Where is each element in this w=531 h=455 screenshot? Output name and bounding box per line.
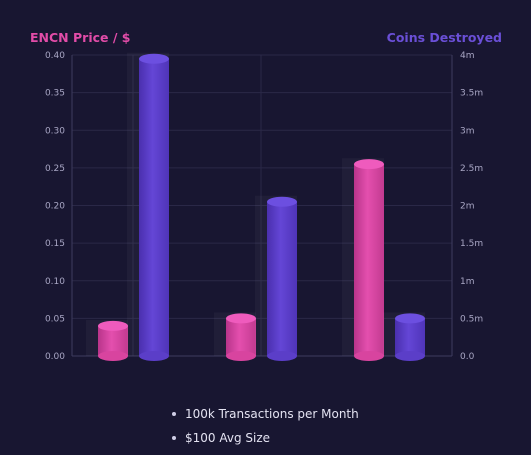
bar [139,53,169,361]
bullet-icon [172,436,176,440]
bar-base [139,351,169,361]
bar-body [395,318,425,356]
right-tick-label: 2.5m [460,164,483,174]
bar [395,313,425,361]
bar-base [267,351,297,361]
left-tick-label: 0.00 [45,352,65,362]
bullet-icon [172,412,176,416]
bar-cap [395,313,425,324]
left-tick-label: 0.05 [45,314,65,324]
notes-list: 100k Transactions per Month $100 Avg Siz… [172,402,359,450]
bar-cap [267,196,297,207]
bar-cap [98,320,128,331]
left-tick-label: 0.25 [45,164,65,174]
left-tick-label: 0.20 [45,202,65,212]
bar-cap [226,313,256,324]
right-tick-label: 3m [460,126,475,136]
bar-base [354,351,384,361]
right-tick-label: 3.5m [460,89,483,99]
left-tick-label: 0.15 [45,239,65,249]
bar-cap [139,53,169,64]
axes: 0.00 0.0 0.05 0.5m 0.10 1m 0.15 1.5m 0.20 2m 0.25 2… [45,51,483,362]
bar-body [354,164,384,356]
left-tick-label: 0.30 [45,126,65,136]
left-axis-title: ENCN Price / $ [30,30,130,45]
right-axis-title: Coins Destroyed [387,30,502,45]
right-tick-label: 0.0 [460,352,475,362]
note-text: $100 Avg Size [185,431,271,445]
bar [267,196,297,361]
right-tick-label: 4m [460,51,475,61]
right-tick-label: 0.5m [460,314,483,324]
right-tick-label: 1m [460,277,475,287]
note-text: 100k Transactions per Month [185,407,359,421]
bar-body [226,318,256,356]
bar-base [395,351,425,361]
note-item: 100k Transactions per Month [172,402,359,426]
bars [98,53,425,361]
bar [98,320,128,361]
bar-base [226,351,256,361]
bar-body [267,201,297,356]
bar [354,159,384,361]
grid-lines [72,54,452,356]
bar-body [98,325,128,356]
bar [226,313,256,361]
note-item: $100 Avg Size [172,426,359,450]
bar-base [98,351,128,361]
right-tick-label: 2m [460,202,475,212]
bar-cap [354,159,384,170]
right-tick-label: 1.5m [460,239,483,249]
left-tick-label: 0.10 [45,277,65,287]
left-tick-label: 0.35 [45,89,65,99]
bar-body [139,58,169,356]
left-tick-label: 0.40 [45,51,65,61]
